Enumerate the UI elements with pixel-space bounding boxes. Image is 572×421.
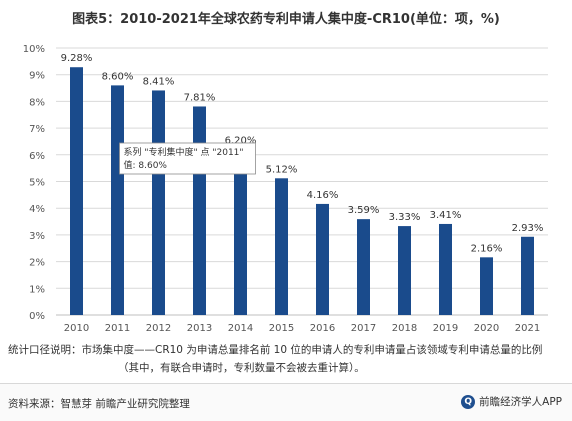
y-tick-label: 10%	[23, 44, 45, 55]
data-label-2017: 3.59%	[348, 205, 380, 216]
x-tick-label-2017: 2017	[351, 323, 376, 334]
bar-2010	[70, 67, 83, 315]
bar-2020	[480, 257, 493, 315]
x-tick-label-2019: 2019	[433, 323, 458, 334]
bar-chart: 0% 1% 2% 3% 4% 5% 6% 7% 8% 9% 10% 9.28% 2010 8.60% 201…	[23, 44, 548, 334]
x-tick-label-2018: 2018	[392, 323, 417, 334]
x-tick-label-2020: 2020	[474, 323, 499, 334]
data-label-2011: 8.60%	[102, 71, 134, 82]
tooltip-line-2: 值: 8.60%	[124, 159, 168, 171]
data-label-2010: 9.28%	[61, 53, 93, 64]
x-tick-label-2012: 2012	[146, 323, 171, 334]
x-tick-label-2016: 2016	[310, 323, 335, 334]
bar-2021	[521, 236, 534, 315]
y-tick-label: 1%	[29, 284, 45, 295]
brand-logo-icon: Q	[461, 394, 476, 409]
chart-title: 图表5：2010-2021年全球农药专利申请人集中度-CR10(单位：项，%)	[72, 12, 500, 27]
x-tick-label-2013: 2013	[187, 323, 212, 334]
bar-2013	[193, 106, 206, 316]
y-tick-label: 7%	[29, 124, 45, 135]
y-tick-label: 0%	[29, 311, 45, 322]
data-label-2014: 6.20%	[225, 135, 257, 146]
methodology-note-continued: （其中，有联合申请时，专利数量不会被去重计算）。	[118, 362, 365, 374]
data-label-2015: 5.12%	[266, 164, 298, 175]
data-label-2019: 3.41%	[430, 210, 462, 221]
source-text: 资料来源：智慧芽 前瞻产业研究院整理	[8, 398, 190, 410]
bar-2016	[316, 203, 329, 315]
tooltip-line-1: 系列 "专利集中度" 点 "2011"	[124, 146, 244, 158]
brand[interactable]: Q 前瞻经济学人APP	[461, 394, 562, 409]
data-label-2012: 8.41%	[143, 76, 175, 87]
footer: 资料来源：智慧芽 前瞻产业研究院整理 Q 前瞻经济学人APP	[0, 383, 572, 421]
bar-2014	[234, 149, 247, 315]
data-label-2013: 7.81%	[184, 92, 216, 103]
y-tick-label: 2%	[29, 258, 45, 269]
x-tick-label-2014: 2014	[228, 323, 253, 334]
bar-2015	[275, 178, 288, 315]
y-tick-label: 4%	[29, 204, 45, 215]
methodology-note: 统计口径说明：市场集中度——CR10 为申请总量排名前 10 位的申请人的专利申…	[8, 344, 543, 356]
bar-2019	[439, 223, 452, 315]
bar-2017	[357, 219, 370, 315]
y-tick-label: 8%	[29, 97, 45, 108]
bar-2011	[111, 85, 124, 315]
bar-2012	[152, 90, 165, 315]
x-tick-label-2010: 2010	[64, 323, 89, 334]
x-tick-label-2011: 2011	[105, 323, 130, 334]
data-label-2021: 2.93%	[512, 223, 544, 234]
bar-2018	[398, 226, 411, 315]
data-label-2018: 3.33%	[389, 212, 421, 223]
y-tick-label: 3%	[29, 231, 45, 242]
x-tick-label-2015: 2015	[269, 323, 294, 334]
data-label-2020: 2.16%	[471, 243, 503, 254]
y-tick-label: 5%	[29, 178, 45, 189]
y-tick-label: 9%	[29, 71, 45, 82]
tooltip-box	[119, 142, 256, 175]
data-label-2016: 4.16%	[307, 190, 339, 201]
brand-name: 前瞻经济学人APP	[479, 396, 562, 408]
x-tick-label-2021: 2021	[515, 323, 540, 334]
y-tick-label: 6%	[29, 151, 45, 162]
